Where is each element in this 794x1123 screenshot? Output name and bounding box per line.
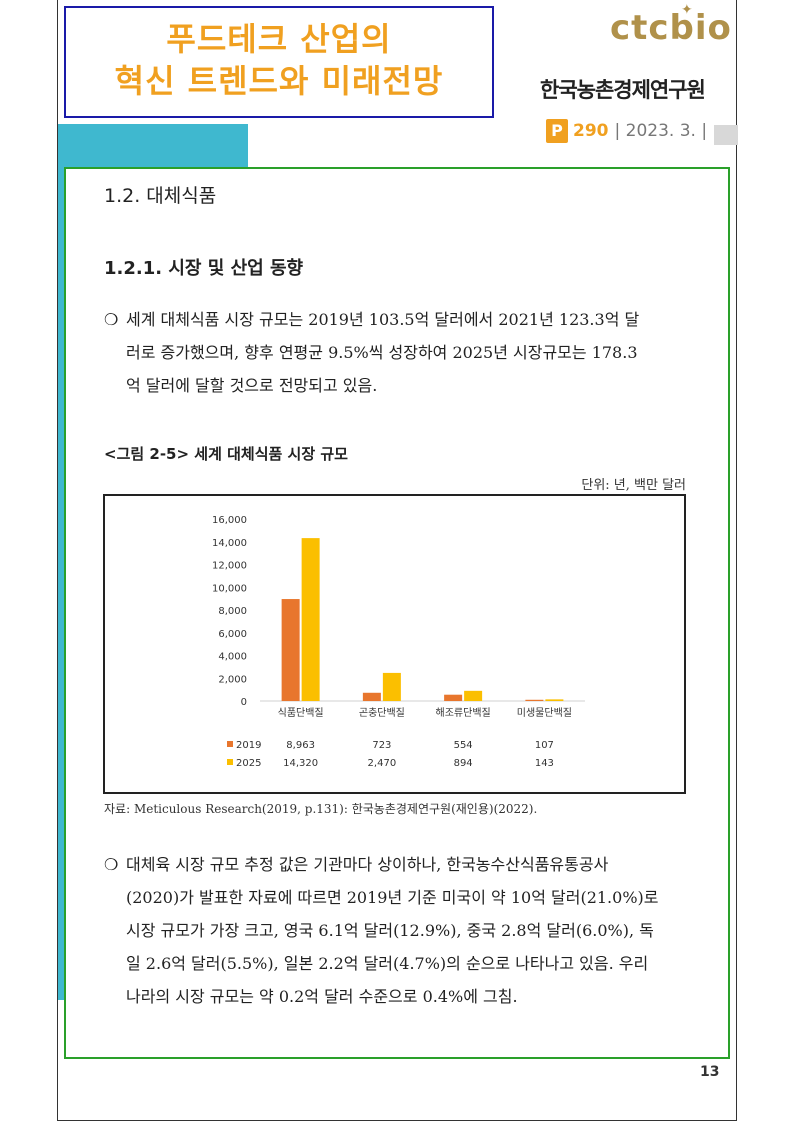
paragraph-meat-alternatives: ❍ 대체육 시장 규모 추정 값은 기관마다 상이하나, 한국농수산식품유통공사… (104, 848, 694, 1013)
y-tick-label: 6,000 (218, 629, 247, 640)
legend-label: 2019 (236, 740, 261, 751)
bullet-icon: ❍ (104, 310, 119, 329)
paragraph-line: 대체육 시장 규모 추정 값은 기관마다 상이하나, 한국농수산식품유통공사 (126, 855, 609, 874)
bar-2019 (444, 694, 463, 701)
data-table-value: 554 (454, 740, 473, 751)
y-tick-label: 14,000 (212, 538, 247, 549)
paragraph-line: 러로 증가했으며, 향후 연평균 9.5%씩 성장하여 2025년 시장규모는 … (126, 343, 638, 362)
figure-source: 자료: Meticulous Research(2019, p.131): 한국… (104, 802, 538, 816)
bullet-icon: ❍ (104, 855, 119, 874)
paragraph-line: (2020)가 발표한 자료에 따르면 2019년 기준 미국이 약 10억 달… (126, 888, 659, 907)
issue-info: P 290 | 2023. 3. | (546, 118, 707, 144)
data-table-value: 894 (454, 758, 473, 769)
y-tick-label: 12,000 (212, 561, 247, 572)
report-title-line1: 푸드테크 산업의 (166, 20, 392, 58)
legend-label: 2025 (236, 758, 261, 769)
ctcbio-logo: ctcbio (610, 8, 732, 48)
report-title-box: 푸드테크 산업의 혁신 트렌드와 미래전망 (64, 6, 494, 118)
bar-2025 (382, 672, 401, 701)
y-tick-label: 8,000 (218, 606, 247, 617)
bar-2025 (301, 538, 320, 701)
data-table-value: 143 (535, 758, 554, 769)
paragraph-line: 세계 대체식품 시장 규모는 2019년 103.5억 달러에서 2021년 1… (126, 310, 640, 329)
bar-2025 (545, 699, 564, 701)
section-heading: 1.2. 대체식품 (104, 185, 217, 207)
page-border (57, 0, 737, 1121)
issue-date: | 2023. 3. | (614, 121, 708, 141)
x-category-label: 곤충단백질 (359, 707, 405, 719)
p-badge: P (546, 119, 568, 143)
figure-caption: <그림 2-5> 세계 대체식품 시장 규모 (104, 443, 348, 464)
y-tick-label: 10,000 (212, 583, 247, 594)
data-table-value: 107 (535, 740, 554, 751)
x-category-label: 해조류단백질 (436, 706, 491, 719)
paragraph-line: 나라의 시장 규모는 약 0.2억 달러 수준으로 0.4%에 그침. (126, 987, 518, 1006)
y-tick-label: 2,000 (218, 674, 247, 685)
y-tick-label: 0 (241, 697, 247, 708)
bar-chart: 0 2,000 4,000 6,000 8,000 10,000 12,000 14,000 1… (212, 515, 585, 769)
paragraph-line: 일 2.6억 달러(5.5%), 일본 2.2억 달러(4.7%)의 순으로 나… (126, 954, 649, 973)
teal-accent-side (58, 170, 66, 1000)
teal-accent-block (58, 124, 248, 174)
report-title-line2: 혁신 트렌드와 미래전망 (114, 62, 444, 100)
figure-number: <그림 2-5> (104, 445, 190, 463)
figure-title: 세계 대체식품 시장 규모 (194, 445, 348, 463)
y-tick-label: 16,000 (212, 515, 247, 526)
bar-2019 (362, 692, 381, 701)
paragraph-market-size: ❍ 세계 대체식품 시장 규모는 2019년 103.5억 달러에서 2021년… (104, 303, 694, 402)
paragraph-line: 억 달러에 달할 것으로 전망되고 있음. (126, 376, 378, 395)
issue-number: 290 (573, 121, 609, 141)
decorative-strip (714, 125, 738, 145)
y-tick-label: 4,000 (218, 652, 247, 663)
logo-star-icon: ✦ (681, 2, 693, 18)
chart-frame: 0 2,000 4,000 6,000 8,000 10,000 12,000 14,000 1… (103, 494, 686, 794)
x-category-label: 식품단백질 (278, 707, 324, 719)
bar-2025 (464, 690, 483, 701)
bar-2019 (281, 599, 300, 701)
legend-swatch-2019 (227, 741, 233, 747)
data-table-value: 8,963 (286, 740, 315, 751)
organization-name: 한국농촌경제연구원 (540, 78, 706, 102)
legend-swatch-2025 (227, 759, 233, 765)
page-number: 13 (700, 1064, 720, 1080)
paragraph-line: 시장 규모가 가장 크고, 영국 6.1억 달러(12.9%), 중국 2.8억… (126, 921, 654, 940)
data-table-value: 723 (372, 740, 391, 751)
data-table-value: 2,470 (368, 758, 397, 769)
x-category-label: 미생물단백질 (517, 707, 572, 719)
data-table-value: 14,320 (283, 758, 318, 769)
bar-2019 (525, 699, 544, 701)
figure-unit: 단위: 년, 백만 달러 (581, 478, 686, 493)
subsection-heading: 1.2.1. 시장 및 산업 동향 (104, 258, 304, 279)
